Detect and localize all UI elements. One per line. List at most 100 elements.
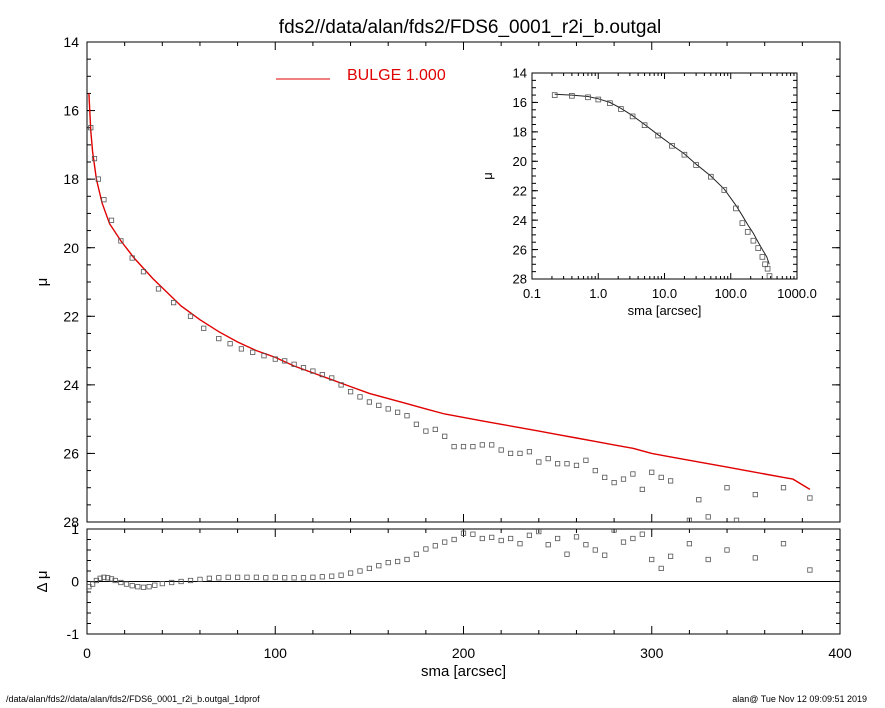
x-tick-label: 1000.0 xyxy=(777,286,817,301)
data-point xyxy=(201,325,207,331)
footer-file-path: /data/alan/fds2//data/alan/fds2/FDS6_000… xyxy=(6,694,260,704)
data-point xyxy=(724,547,730,553)
data-point xyxy=(376,563,382,569)
data-point xyxy=(460,443,467,450)
data-point xyxy=(108,576,115,582)
data-point xyxy=(413,421,420,427)
legend-label: BULGE 1.000 xyxy=(347,67,446,84)
data-point xyxy=(357,394,363,400)
y-axis-label: μ xyxy=(480,172,495,180)
data-point xyxy=(585,94,591,101)
data-point xyxy=(291,575,297,581)
data-point xyxy=(602,474,608,481)
data-point xyxy=(135,584,141,590)
footer-timestamp: alan@ Tue Nov 12 09:09:51 2019 xyxy=(732,694,867,704)
data-point xyxy=(649,556,655,563)
data-point xyxy=(780,541,787,547)
inset-series xyxy=(551,92,773,279)
data-point xyxy=(250,349,256,355)
data-point xyxy=(564,461,570,467)
data-point xyxy=(630,471,636,477)
data-point xyxy=(739,220,746,226)
data-point xyxy=(669,142,675,149)
data-point xyxy=(555,535,561,542)
data-point xyxy=(744,229,751,235)
data-point xyxy=(442,433,448,439)
y-tick-label: 20 xyxy=(513,154,527,169)
data-point xyxy=(752,491,758,498)
data-point xyxy=(764,265,771,272)
data-point xyxy=(489,534,495,541)
x-tick-label: 100 xyxy=(264,645,288,661)
x-axis-label: sma [arcsec] xyxy=(421,663,506,680)
data-point xyxy=(470,531,476,537)
data-point xyxy=(101,197,107,203)
data-point xyxy=(479,442,485,448)
y-tick-label: 26 xyxy=(63,445,79,461)
data-point xyxy=(705,514,711,520)
data-point xyxy=(197,576,203,583)
data-point xyxy=(451,443,457,450)
data-point xyxy=(347,389,354,395)
data-point xyxy=(630,535,636,542)
main-plot: 14 16 18 20 22 24 26 28 μ BULGE 1.000 xyxy=(34,34,841,530)
data-point xyxy=(569,93,575,99)
data-point xyxy=(263,575,269,581)
data-point xyxy=(385,560,391,566)
data-point xyxy=(681,151,688,158)
data-point xyxy=(338,572,344,578)
data-point xyxy=(129,255,135,261)
data-point xyxy=(696,497,702,503)
y-tick-label: 28 xyxy=(513,272,527,287)
data-point xyxy=(668,478,674,484)
x-tick-label: 0 xyxy=(83,645,91,661)
data-point xyxy=(611,479,617,486)
data-point xyxy=(152,582,158,588)
inset-plot: 0.1 1.0 10.0 100.0 1000.0 14 16 18 20 22 24 26 28 sma… xyxy=(480,66,817,318)
y-tick-label: 20 xyxy=(63,240,79,256)
data-point xyxy=(573,462,580,469)
y-axis-label: μ xyxy=(34,278,51,287)
data-point xyxy=(780,485,787,491)
data-point xyxy=(733,205,739,212)
data-point xyxy=(159,581,165,587)
data-point xyxy=(101,574,107,580)
data-point xyxy=(404,413,410,419)
data-point xyxy=(658,565,664,572)
data-point xyxy=(338,382,344,388)
data-point xyxy=(620,476,627,482)
data-point xyxy=(649,469,655,475)
data-point xyxy=(129,583,135,589)
data-point xyxy=(479,535,485,542)
data-point xyxy=(564,551,570,557)
data-point xyxy=(693,162,699,168)
data-point xyxy=(310,368,316,374)
y-tick-label: 14 xyxy=(63,34,79,50)
data-point xyxy=(602,552,608,558)
data-point xyxy=(282,358,288,364)
data-point xyxy=(607,100,613,107)
data-point xyxy=(686,541,693,547)
data-point xyxy=(517,541,523,547)
data-point xyxy=(432,543,438,549)
data-point xyxy=(394,558,401,565)
data-point xyxy=(752,555,758,561)
data-point xyxy=(319,371,325,378)
data-point xyxy=(498,537,504,544)
y-tick-label: -1 xyxy=(67,626,80,642)
data-point xyxy=(545,455,551,462)
data-point xyxy=(272,356,278,362)
data-point xyxy=(413,551,420,557)
data-point xyxy=(423,428,429,434)
data-point xyxy=(366,565,373,572)
x-tick-label: 100.0 xyxy=(714,286,747,301)
data-point xyxy=(310,574,316,580)
x-tick-label: 0.1 xyxy=(523,286,541,301)
data-point xyxy=(319,574,325,580)
data-point xyxy=(618,106,624,112)
x-tick-label: 1.0 xyxy=(589,286,607,301)
data-point xyxy=(244,574,250,580)
data-point xyxy=(555,461,561,467)
